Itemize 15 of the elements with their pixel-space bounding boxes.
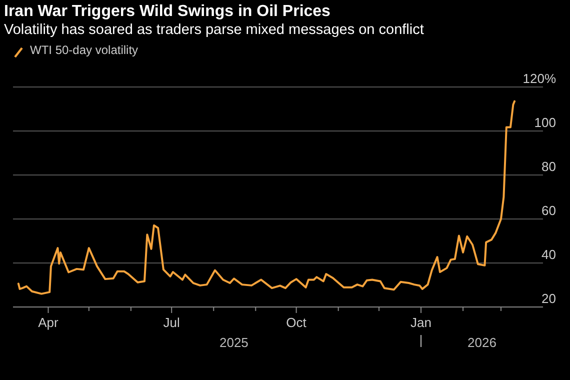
x-tick-label: Jan <box>410 315 432 330</box>
y-tick-label: 20 <box>542 291 556 306</box>
legend-label: WTI 50-day volatility <box>30 43 138 57</box>
y-tick-label: 80 <box>542 159 556 174</box>
y-tick-label: 60 <box>542 203 556 218</box>
x-tick-label: Apr <box>38 315 60 330</box>
chart-subtitle: Volatility has soared as traders parse mixed messages on conflict <box>4 22 424 38</box>
y-tick-label: 100 <box>534 115 556 130</box>
y-tick-label: 120% <box>522 71 556 86</box>
text: 2025 <box>219 335 248 350</box>
text: 2026 <box>468 335 496 350</box>
y-tick-label: 40 <box>542 247 556 262</box>
x-tick-label: Jul <box>163 315 180 330</box>
chart-title: Iran War Triggers Wild Swings in Oil Prices <box>4 3 331 20</box>
x-tick-label: Oct <box>286 315 307 330</box>
